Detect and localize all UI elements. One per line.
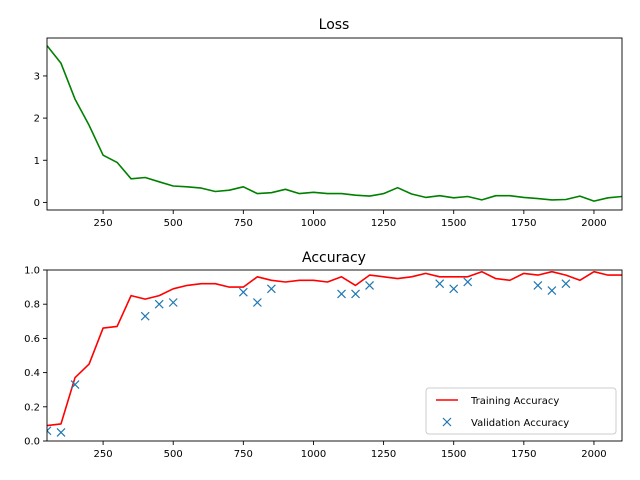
acc-val-point [351,289,360,299]
acc-ytick-label: 0.6 [24,334,40,345]
loss-xtick-label: 1750 [511,218,536,229]
acc-val-point [252,298,262,307]
loss-axes-frame [46,37,623,211]
acc-val-point [47,426,52,436]
loss-title: Loss [319,17,350,33]
acc-xtick-label: 1750 [511,449,536,460]
loss-xtick-label: 250 [94,218,113,229]
legend: Training Accuracy Validation Accuracy [425,387,617,435]
acc-xtick-label: 1000 [301,449,326,460]
legend-box [425,387,617,435]
acc-xtick-label: 1500 [441,449,466,460]
acc-axes-frame [46,269,623,442]
loss-xtick-label: 1500 [441,218,466,229]
acc-val-point [547,286,557,295]
acc-val-point [140,311,150,321]
acc-val-point [463,277,473,287]
acc-xtick-label: 500 [164,449,183,460]
acc-val-point [337,289,346,299]
loss-panel: Loss 250 500 750 1000 1250 1500 1750 2000 0 1 2 3 [34,17,623,229]
loss-xtick-label: 2000 [581,218,606,229]
loss-ytick-label: 0 [34,198,40,209]
acc-series-line-0 [47,270,622,427]
acc-ytick-label: 0.8 [24,300,40,311]
acc-xtick-label: 750 [234,449,253,460]
accuracy-title: Accuracy [302,250,366,266]
acc-val-point [449,284,459,294]
acc-val-point [238,287,248,297]
legend-val-swatch [442,417,452,427]
acc-val-point [168,298,178,307]
acc-val-point [154,299,164,309]
acc-val-point [533,280,543,290]
accuracy-plot-area: 250 500 750 1000 1250 1500 1750 2000 0.0 0.2 0.4 0.… [24,266,623,460]
acc-xtick-label: 2000 [581,449,606,460]
legend-val-label: Validation Accuracy [471,418,569,429]
acc-val-point [70,380,80,389]
legend-train-label: Training Accuracy [470,396,559,407]
acc-xtick-label: 250 [94,449,113,460]
loss-plot-area: 250 500 750 1000 1250 1500 1750 2000 0 1 2 3 [34,37,623,229]
accuracy-panel: Accuracy 250 500 750 1000 1250 1500 1750 2000 0.… [24,250,623,460]
loss-xtick-label: 1000 [301,218,326,229]
loss-xtick-label: 500 [164,218,183,229]
acc-val-point [266,284,276,294]
loss-ytick-label: 1 [34,156,40,167]
acc-series-group [47,270,622,437]
loss-xtick-label: 1250 [371,218,396,229]
loss-ytick-label: 2 [34,114,40,125]
loss-series-group [47,45,622,202]
loss-ytick-label: 3 [34,71,40,82]
acc-val-point [56,428,66,437]
acc-ytick-label: 0.4 [24,368,40,379]
loss-xtick-label: 750 [234,218,253,229]
acc-ytick-label: 0.2 [24,402,40,413]
acc-val-point [561,279,571,289]
acc-xtick-label: 1250 [371,449,396,460]
acc-ytick-label: 1.0 [24,266,40,277]
acc-val-point [435,279,445,289]
loss-series-line-0 [47,45,622,202]
acc-ytick-label: 0.0 [24,437,40,448]
acc-val-point [365,280,374,290]
